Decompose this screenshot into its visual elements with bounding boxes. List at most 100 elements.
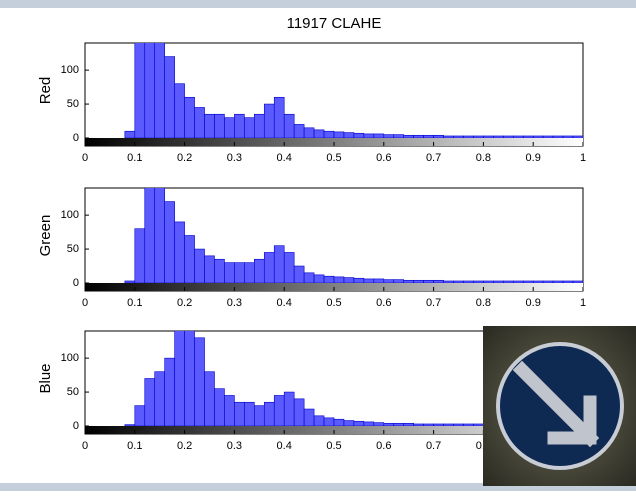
bar xyxy=(403,134,414,138)
bar xyxy=(254,113,265,138)
bars xyxy=(124,43,583,138)
bar xyxy=(283,113,295,138)
x-tick-label: 0.2 xyxy=(177,152,192,164)
bar xyxy=(493,280,504,283)
bar xyxy=(542,280,554,283)
bar xyxy=(343,420,355,426)
bar xyxy=(273,96,285,138)
x-tick-label: 0.3 xyxy=(227,440,242,452)
x-tick-label: 0.9 xyxy=(526,297,541,309)
bar xyxy=(353,277,365,283)
bar xyxy=(204,255,215,283)
figure-title: 11917 CLAHE xyxy=(287,15,382,32)
bar xyxy=(473,423,484,426)
bar xyxy=(363,133,375,138)
bar xyxy=(453,423,464,426)
bar xyxy=(273,245,285,283)
bar xyxy=(562,280,574,283)
bar xyxy=(244,401,255,426)
bar xyxy=(224,262,235,283)
bar xyxy=(154,371,165,426)
bar xyxy=(124,424,136,426)
bar xyxy=(443,280,454,283)
y-tick-label: 50 xyxy=(67,386,79,398)
x-tick-label: 0 xyxy=(82,297,88,309)
bottom-border xyxy=(0,483,636,491)
bar xyxy=(293,124,305,138)
bar xyxy=(343,277,355,283)
x-tick-label: 0.5 xyxy=(326,297,341,309)
bar xyxy=(124,130,136,138)
bar xyxy=(194,337,205,426)
bar xyxy=(353,420,365,426)
y-tick-label: 0 xyxy=(73,420,79,432)
bar xyxy=(283,391,295,426)
x-tick-label: 0.3 xyxy=(227,297,242,309)
x-tick-label: 0.7 xyxy=(426,152,441,164)
bar xyxy=(503,135,514,138)
x-tick-label: 0.1 xyxy=(127,297,142,309)
bar xyxy=(144,378,156,426)
y-axis-label: Blue xyxy=(37,363,54,393)
bar xyxy=(532,280,544,283)
bar xyxy=(184,235,195,283)
top-border xyxy=(0,0,636,8)
y-axis-label: Red xyxy=(37,77,54,105)
y-tick-label: 0 xyxy=(73,132,79,144)
bar xyxy=(433,134,444,138)
bar xyxy=(463,423,474,426)
bar xyxy=(393,422,405,426)
bar xyxy=(244,117,255,138)
bar xyxy=(234,401,245,426)
y-axis-label: Green xyxy=(37,215,54,257)
bar xyxy=(333,418,345,426)
bar xyxy=(552,280,564,283)
bar xyxy=(263,252,275,283)
bar xyxy=(512,280,524,283)
bar xyxy=(453,280,464,283)
bar xyxy=(134,43,146,138)
x-tick-label: 0.4 xyxy=(277,297,292,309)
x-tick-label: 0.3 xyxy=(227,152,242,164)
bar xyxy=(483,280,494,283)
bar xyxy=(164,357,175,426)
bar xyxy=(164,56,175,138)
bar xyxy=(552,135,564,138)
bar xyxy=(204,113,215,138)
bar xyxy=(383,279,395,283)
bar xyxy=(204,371,215,426)
bar xyxy=(303,127,315,138)
x-tick-label: 0.4 xyxy=(277,440,292,452)
bar xyxy=(293,398,305,426)
bar xyxy=(503,280,514,283)
bar xyxy=(423,279,434,283)
bar xyxy=(293,265,305,283)
bar xyxy=(413,279,424,283)
bar xyxy=(522,280,534,283)
bar xyxy=(184,96,195,138)
bar xyxy=(363,278,375,283)
x-tick-label: 0.8 xyxy=(476,297,491,309)
y-tick-label: 50 xyxy=(67,98,79,110)
bar xyxy=(254,258,265,283)
bar xyxy=(522,135,534,138)
bar xyxy=(463,280,474,283)
bar xyxy=(273,395,285,426)
bar xyxy=(224,395,235,426)
sign-image xyxy=(483,326,636,486)
x-tick-label: 0.2 xyxy=(177,297,192,309)
bar xyxy=(493,135,504,138)
bar xyxy=(313,274,325,283)
y-tick-label: 100 xyxy=(61,64,79,76)
bar xyxy=(423,134,434,138)
y-tick-label: 50 xyxy=(67,243,79,255)
bar xyxy=(343,132,355,138)
bar xyxy=(313,129,325,138)
bar xyxy=(263,401,275,426)
bar xyxy=(443,423,454,426)
bar xyxy=(333,131,345,138)
bar xyxy=(194,248,205,283)
x-tick-label: 0.1 xyxy=(127,440,142,452)
x-tick-label: 0.5 xyxy=(326,152,341,164)
